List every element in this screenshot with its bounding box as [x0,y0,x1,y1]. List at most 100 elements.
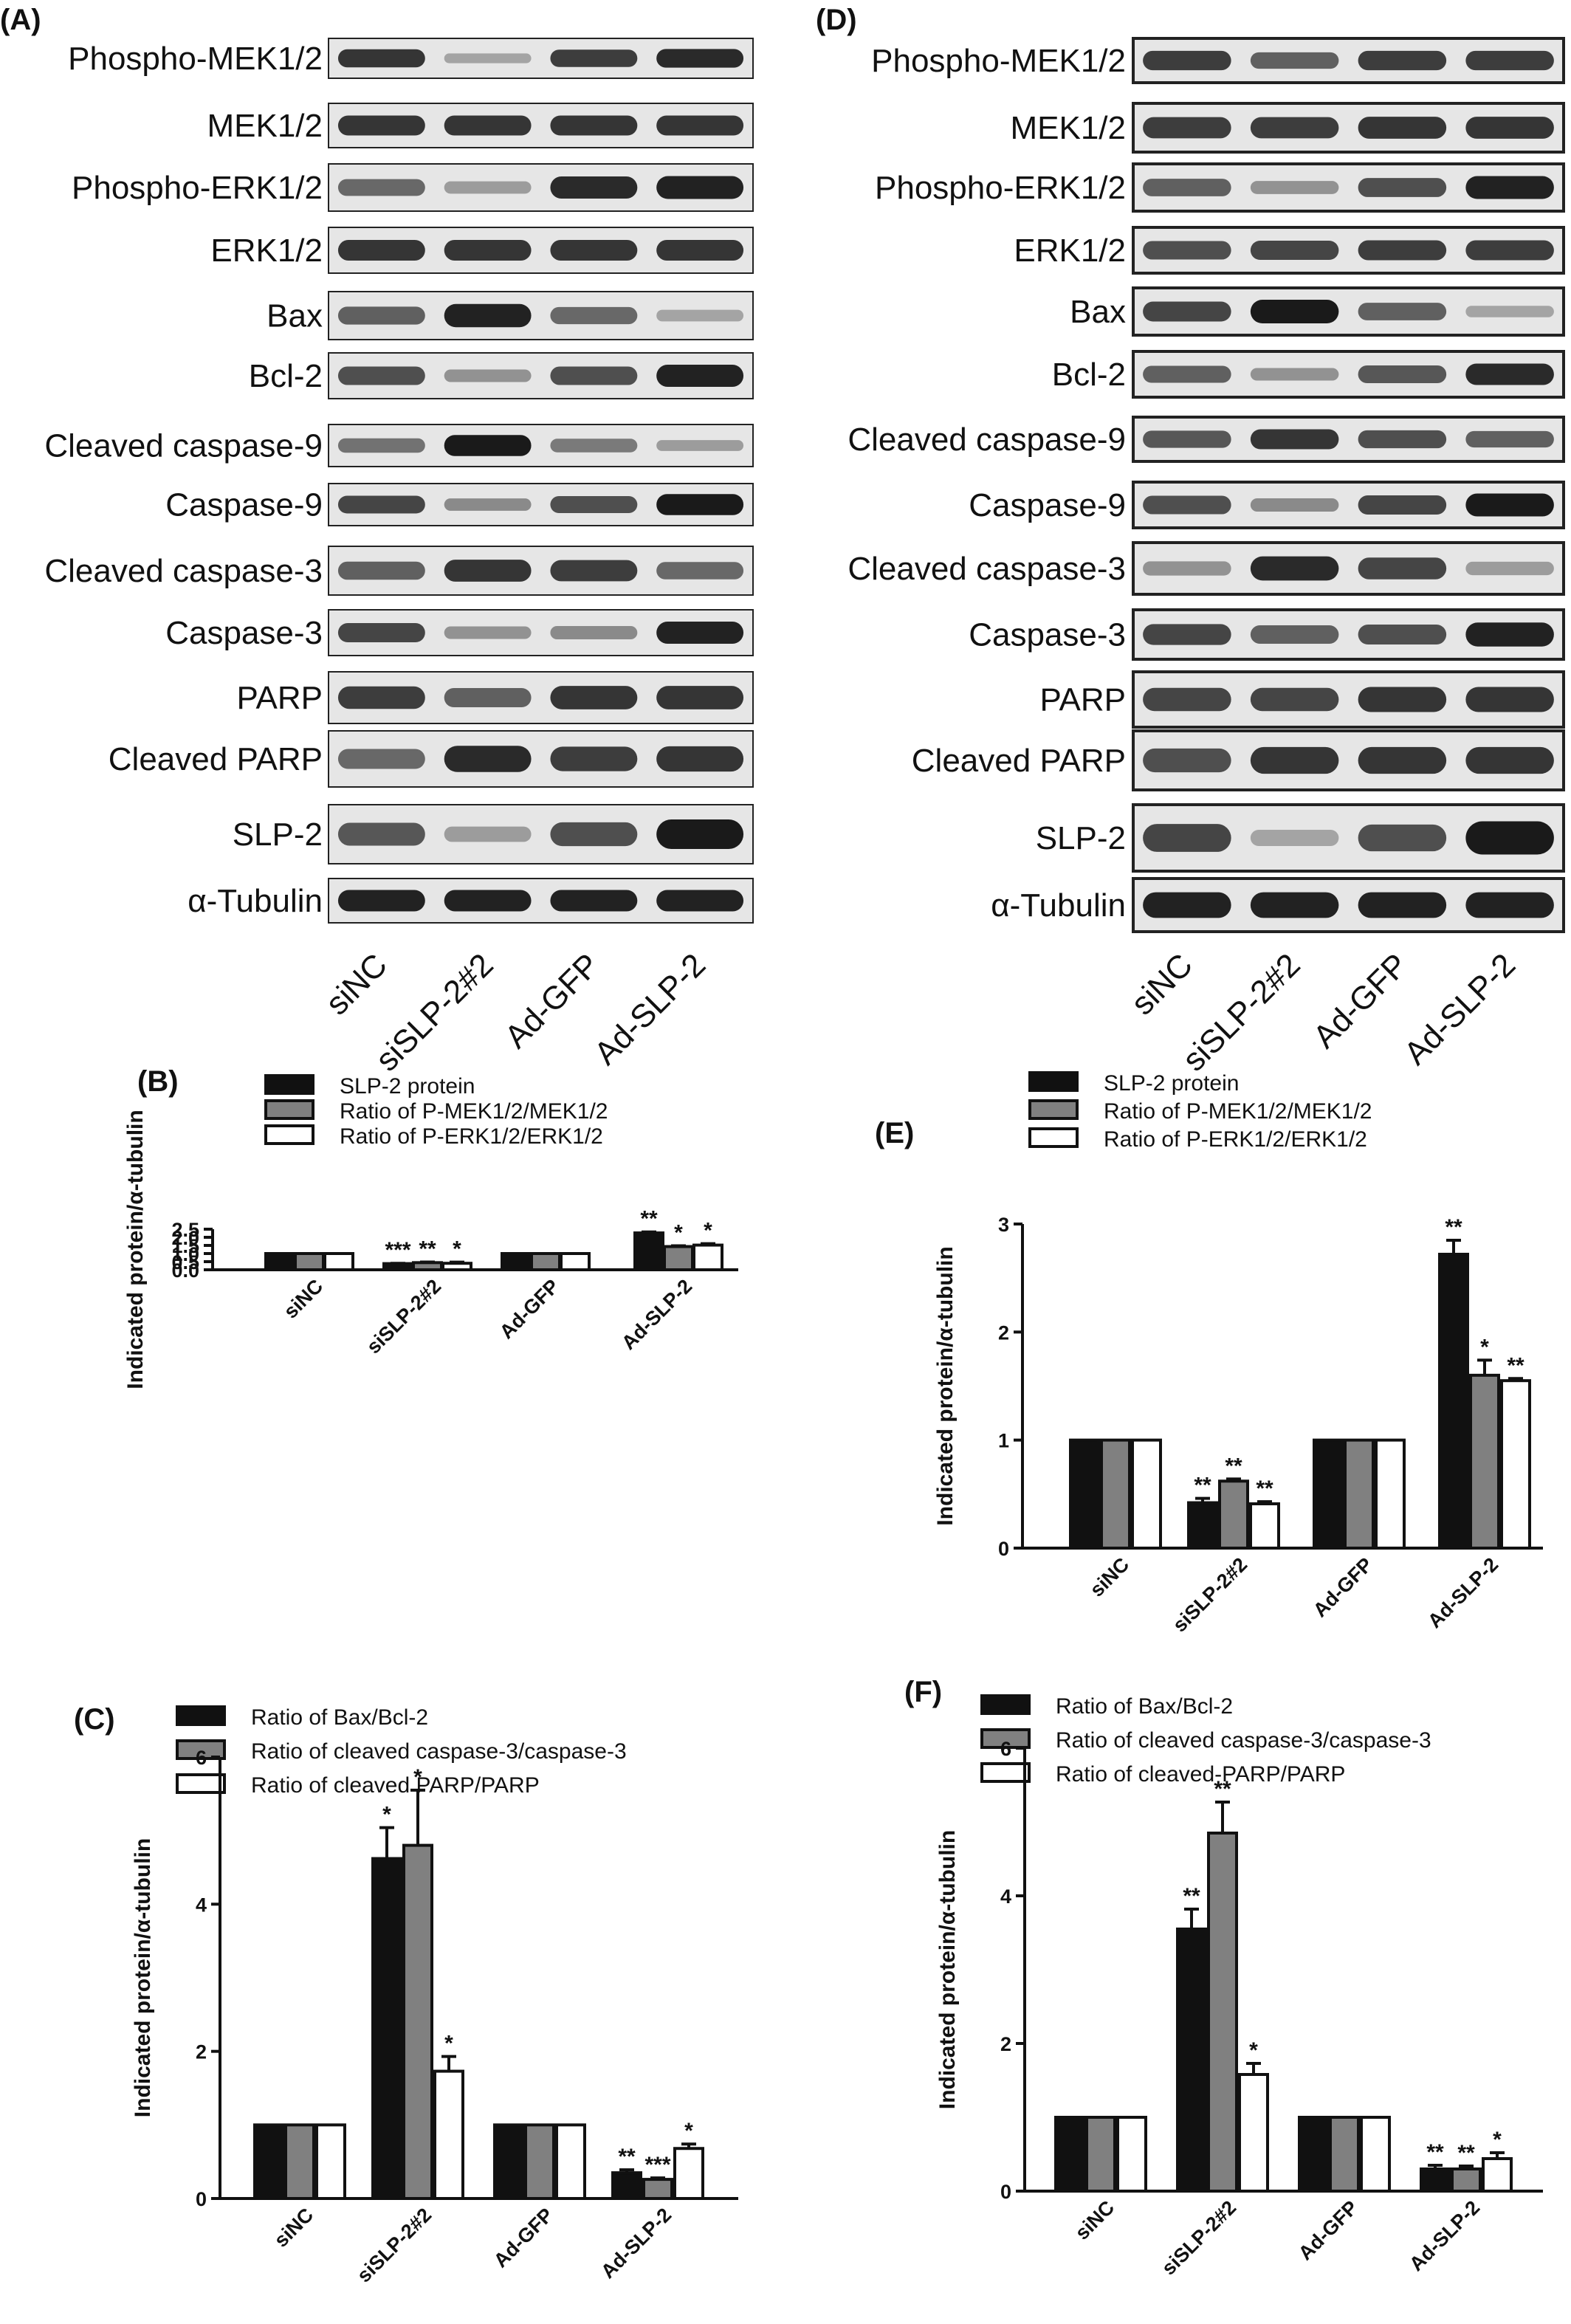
x-category-label: siNC [1071,2196,1119,2244]
lane-label: Ad-SLP-2 [588,946,713,1072]
x-category-label: Ad-GFP [1309,1553,1377,1621]
blot-band [1250,746,1339,774]
x-category-label: Ad-SLP-2 [1423,1553,1502,1632]
blot-band [550,746,638,771]
y-axis-title: Indicated protein/α-tubulin [933,1246,958,1525]
blot-band [1358,624,1447,645]
y-tick-label: 0.5 [171,1251,199,1273]
blot-band [444,181,532,194]
x-category-label: Ad-SLP-2 [617,1275,696,1354]
x-category-label: Ad-GFP [495,1275,563,1343]
blot-band [550,49,638,67]
blot-band [337,49,425,68]
significance-mark: ** [618,2145,636,2169]
blot-band [1250,240,1339,261]
blot-band [1250,181,1339,194]
legend-swatch [980,1694,1031,1715]
legend-swatch [264,1124,314,1145]
significance-mark: * [444,2032,453,2056]
blot-row-label: Caspase-3 [165,615,323,651]
bar [284,2123,315,2200]
legend-swatch [264,1074,314,1095]
panel-letter: (C) [74,1703,115,1736]
legend-label: Ratio of cleaved caspase-3/caspase-3 [251,1739,627,1764]
blot-band [1143,430,1231,448]
bar [1218,1479,1249,1550]
blot-band [444,560,532,582]
y-tick-label: 4 [1000,1885,1011,1908]
blot-band [444,239,532,261]
blot-band [656,115,744,136]
bar [1100,1438,1131,1550]
blot-band [550,306,638,325]
blot-band [1143,179,1231,196]
bar [1069,1438,1100,1550]
lane-label: Ad-SLP-2 [1398,946,1523,1072]
blot-band [656,686,744,709]
blot-band [444,687,532,708]
bar [524,2123,555,2200]
significance-mark: ** [1507,1353,1524,1378]
blot-row-label: Bax [267,298,323,334]
blot-band [1358,303,1447,320]
significance-mark: * [413,1765,422,1790]
bar-chart-panel-c: (C) Ratio of Bax/Bcl-2 Ratio of cleaved ca… [74,1703,738,2287]
bar [611,2171,642,2201]
legend-swatch [176,1773,226,1794]
lane-label: siNC [1124,946,1200,1022]
blot-band [550,366,638,385]
x-category-label: Ad-GFP [489,2204,557,2272]
bar [315,2123,346,2200]
blot-band [550,495,638,514]
blot-band [1250,52,1339,69]
significance-mark: * [1249,2038,1258,2063]
blot-band [444,369,532,382]
bar [633,1231,664,1272]
bar [663,1245,694,1272]
legend-swatch [1028,1071,1079,1092]
bar [1249,1502,1280,1550]
blot-band [337,239,425,261]
blot-row-label: MEK1/2 [1010,110,1126,146]
significance-mark: ** [1225,1454,1242,1478]
blot-band [337,179,425,196]
x-category-label: Ad-SLP-2 [1405,2196,1484,2275]
significance-mark: ** [1426,2140,1444,2165]
blot-band [337,115,425,136]
blot-band [444,115,532,136]
blot-band [656,819,744,849]
significance-mark: ** [640,1207,658,1231]
western-blot-panel-a: (A) Phospho-MEK1/2 MEK1/2 Phospho-ERK1/2 ERK… [0,4,754,1079]
blot-band [656,562,744,580]
blot-row-label: ERK1/2 [210,233,323,269]
bar [501,1252,532,1271]
legend-swatch [980,1762,1031,1783]
blot-band [656,239,744,261]
blot-band [444,53,532,63]
bar [323,1252,354,1271]
blot-row-label: PARP [1039,682,1126,718]
blot-row-label: α-Tubulin [188,883,323,919]
blot-row-label: Cleaved caspase-9 [44,428,323,464]
blot-band [1358,178,1447,197]
lane-label: Ad-GFP [498,946,606,1055]
bar [264,1252,295,1271]
blot-row-label: Phospho-ERK1/2 [72,170,323,206]
blot-band [1250,556,1339,581]
blot-band [550,239,638,261]
blot-band [1143,117,1231,139]
blot-band [337,622,425,643]
blot-band [1358,430,1447,449]
bar [402,1843,433,2201]
blot-band [337,686,425,709]
lane-label: siSLP-2#2 [1175,946,1307,1078]
blot-band [1465,117,1554,139]
bar [1207,1832,1238,2193]
x-category-label: siSLP-2#2 [362,1275,445,1358]
blot-band [550,625,638,640]
legend-label: Ratio of P-ERK1/2/ERK1/2 [1104,1127,1367,1152]
panel-letter: (D) [816,4,857,36]
blot-band [1358,495,1447,515]
blot-band [656,746,744,772]
